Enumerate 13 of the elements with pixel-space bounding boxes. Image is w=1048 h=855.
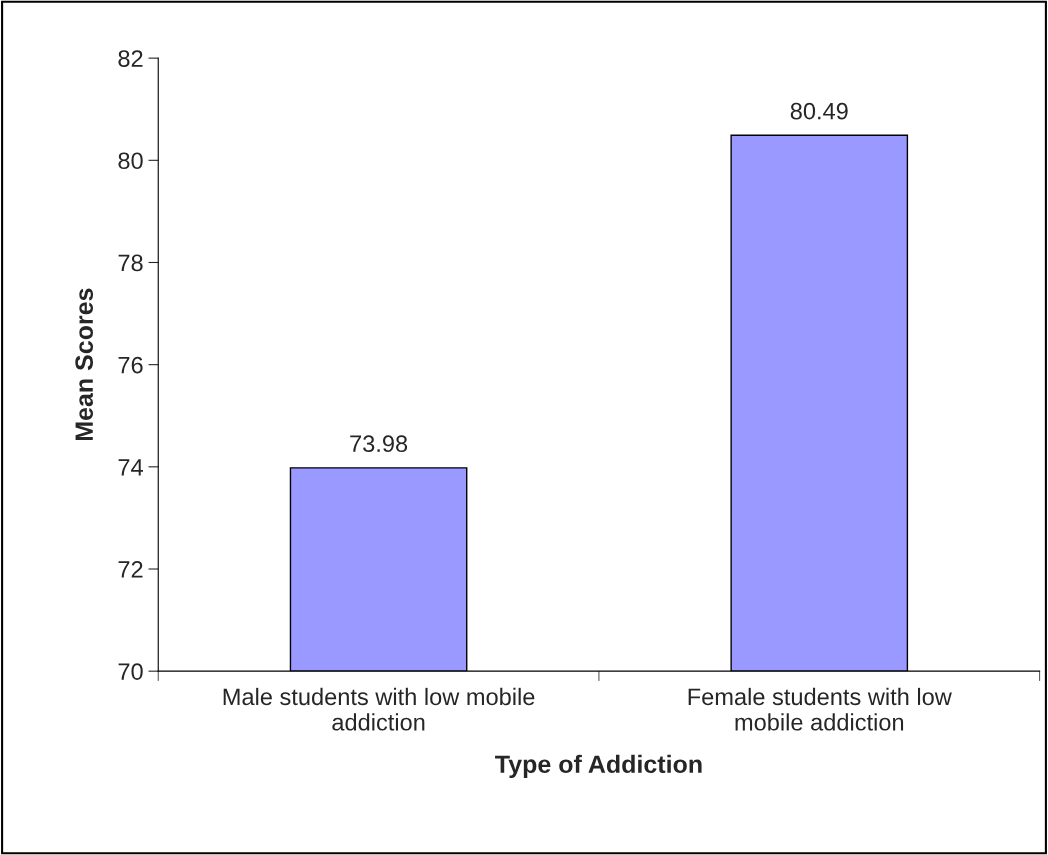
y-tick-label: 78	[118, 254, 143, 272]
data-label: 73.98	[350, 435, 408, 453]
y-tick-label: 82	[118, 50, 143, 67]
x-tick-label: Male students with low mobile addiction	[223, 687, 535, 731]
x-axis-title: Type of Addiction	[495, 754, 702, 779]
y-tick-label: 72	[118, 561, 143, 578]
data-label: 80.49	[790, 102, 848, 120]
y-tick-label: 74	[118, 459, 143, 476]
x-tick-label: Female students with low mobile addiction	[688, 687, 952, 731]
y-axis-title: Mean Scores	[75, 288, 94, 441]
y-tick-label: 76	[118, 356, 143, 374]
y-tick-label: 70	[118, 663, 143, 680]
y-tick-label: 80	[118, 152, 143, 170]
